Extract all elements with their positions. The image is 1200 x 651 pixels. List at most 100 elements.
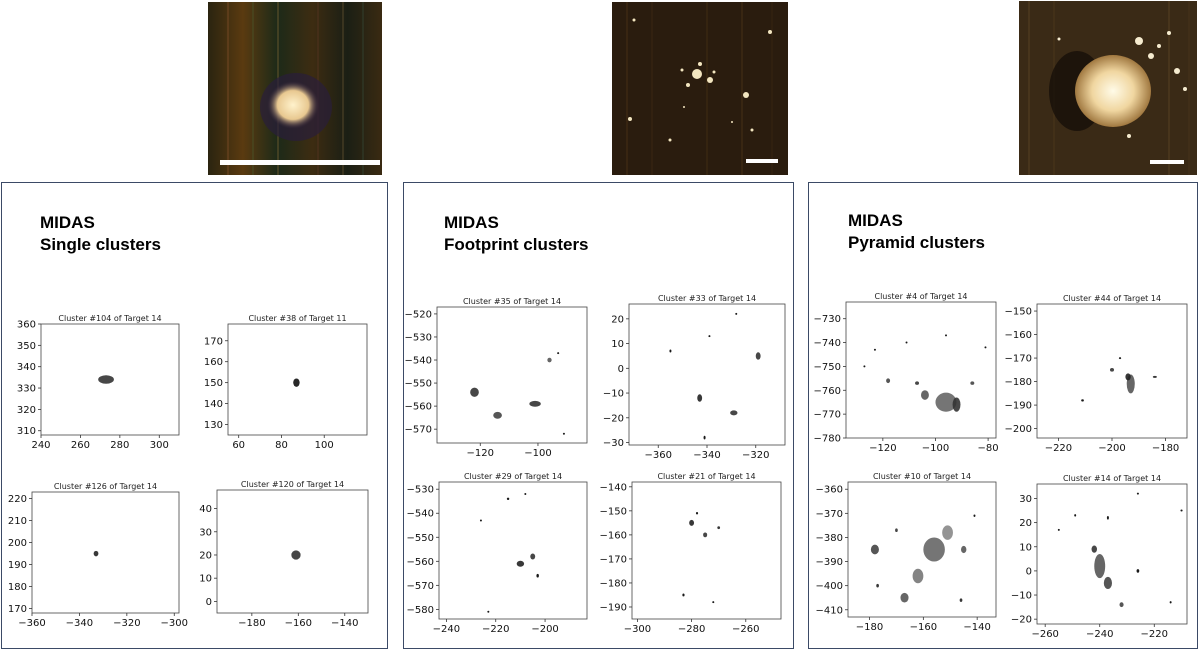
y-tick-label: 40	[199, 504, 212, 515]
y-tick-label: 330	[17, 384, 36, 395]
cluster-mark	[1106, 515, 1109, 520]
cluster-mark	[1074, 514, 1077, 517]
x-tick-label: −220	[1141, 629, 1168, 640]
y-tick-label: 0	[206, 597, 212, 608]
x-tick-label: −160	[910, 622, 937, 633]
y-tick-label: 220	[8, 494, 27, 505]
x-tick-label: −340	[693, 450, 720, 461]
cluster-mark	[876, 583, 879, 588]
cluster-mark	[506, 497, 510, 501]
y-tick-label: −770	[814, 410, 841, 421]
cluster-plot-svg: Cluster #33 of Target 14 −360 −340 −320 20 10…	[603, 294, 786, 461]
x-tick-label: −120	[869, 443, 896, 454]
cluster-mark	[1125, 373, 1131, 381]
cluster-mark	[942, 525, 953, 540]
y-tick-label: −390	[816, 557, 843, 568]
cluster-mark	[93, 550, 99, 557]
cluster-mark	[712, 601, 715, 604]
cluster-plot-svg: Cluster #126 of Target 14 −360 −340 −320 −30…	[8, 482, 188, 629]
y-tick-label: −180	[1005, 377, 1032, 388]
cluster-mark	[1169, 601, 1172, 604]
y-tick-label: 310	[17, 426, 36, 437]
cluster-plot: Cluster #35 of Target 14 −120 −100 −520 −530…	[405, 297, 588, 459]
cluster-plot-svg: Cluster #104 of Target 14 240 260 280 300 310…	[17, 314, 180, 451]
plot-title: Cluster #21 of Target 14	[657, 472, 755, 481]
cluster-mark	[530, 553, 536, 560]
cluster-mark	[900, 592, 909, 603]
panel-title-line2: Footprint clusters	[444, 235, 589, 254]
y-tick-label: −570	[407, 581, 434, 592]
y-tick-label: −150	[1005, 307, 1032, 318]
photo-pyramid-cluster	[1019, 1, 1197, 175]
cluster-plot-svg: Cluster #35 of Target 14 −120 −100 −520 −530…	[405, 297, 588, 459]
cluster-mark	[945, 334, 947, 337]
plot-title: Cluster #4 of Target 14	[875, 292, 968, 301]
cluster-plot-svg: Cluster #29 of Target 14 −240 −220 −200 −530…	[407, 472, 588, 635]
y-tick-label: −10	[603, 389, 624, 400]
x-tick-label: −220	[482, 624, 509, 635]
y-tick-label: −200	[1005, 424, 1032, 435]
cluster-mark	[1180, 509, 1183, 512]
y-tick-label: −550	[407, 533, 434, 544]
photo-single-cluster	[208, 2, 382, 175]
cluster-mark	[1152, 375, 1157, 378]
y-tick-label: 10	[611, 339, 624, 350]
plot-frame	[845, 301, 997, 439]
cluster-mark	[703, 435, 706, 440]
cluster-plot-svg: Cluster #21 of Target 14 −300 −280 −260 −140…	[600, 472, 782, 635]
cluster-mark	[291, 550, 301, 560]
cluster-plot-svg: Cluster #4 of Target 14 −120 −100 −80 −730 −7…	[814, 292, 999, 454]
cluster-mark	[557, 352, 560, 355]
y-tick-label: 190	[8, 560, 27, 571]
cluster-mark	[863, 365, 866, 368]
cluster-mark	[886, 378, 891, 384]
plot-frame	[31, 491, 180, 614]
y-tick-label: −160	[1005, 330, 1032, 341]
y-tick-label: −190	[600, 602, 627, 613]
x-tick-label: −140	[963, 622, 990, 633]
plot-frame	[216, 489, 369, 614]
cluster-plot: Cluster #10 of Target 14 −180 −160 −140 −360…	[816, 472, 997, 633]
y-tick-label: −540	[407, 509, 434, 520]
plot-title: Cluster #44 of Target 14	[1063, 294, 1161, 303]
plot-title: Cluster #33 of Target 14	[658, 294, 756, 303]
microscope-image-pyramid	[1019, 1, 1197, 175]
panel-title-pyramid: MIDAS Pyramid clusters	[848, 210, 985, 254]
y-tick-label: −170	[600, 554, 627, 565]
y-tick-label: −10	[1011, 591, 1032, 602]
y-tick-label: 140	[204, 399, 223, 410]
cluster-mark	[912, 568, 924, 584]
y-tick-label: −760	[814, 386, 841, 397]
y-tick-label: 20	[199, 550, 212, 561]
x-tick-label: −240	[1086, 629, 1113, 640]
x-tick-label: −360	[645, 450, 672, 461]
cluster-mark	[487, 610, 490, 613]
photo-footprint-cluster	[612, 2, 788, 175]
y-tick-label: 360	[17, 320, 36, 331]
cluster-mark	[905, 341, 908, 344]
x-tick-label: −200	[531, 624, 558, 635]
cluster-mark	[547, 357, 552, 363]
cluster-plot: Cluster #4 of Target 14 −120 −100 −80 −730 −7…	[814, 292, 999, 454]
cluster-plot-svg: Cluster #14 of Target 14 −260 −240 −220 30 20…	[1011, 474, 1188, 640]
cluster-mark	[1136, 492, 1139, 495]
cluster-mark	[717, 526, 721, 530]
cluster-mark	[529, 400, 541, 407]
cluster-plot-svg: Cluster #120 of Target 14 −180 −160 −140 0 10…	[199, 480, 369, 629]
y-tick-label: −550	[405, 379, 432, 390]
cluster-plot: Cluster #33 of Target 14 −360 −340 −320 20 10…	[603, 294, 786, 461]
y-tick-label: −400	[816, 581, 843, 592]
cluster-mark	[516, 560, 525, 567]
x-tick-label: −260	[732, 624, 759, 635]
cluster-mark	[755, 352, 761, 360]
y-tick-label: 350	[17, 341, 36, 352]
x-tick-label: 240	[31, 440, 50, 451]
y-tick-label: 20	[611, 314, 624, 325]
y-tick-label: 170	[204, 336, 223, 347]
cluster-mark	[1103, 576, 1112, 589]
plot-title: Cluster #38 of Target 11	[248, 314, 346, 323]
cluster-plot: Cluster #38 of Target 11 60 80 100 130 140 150…	[204, 314, 368, 451]
x-tick-label: 300	[150, 440, 169, 451]
x-tick-label: −100	[922, 443, 949, 454]
cluster-mark	[935, 392, 957, 412]
